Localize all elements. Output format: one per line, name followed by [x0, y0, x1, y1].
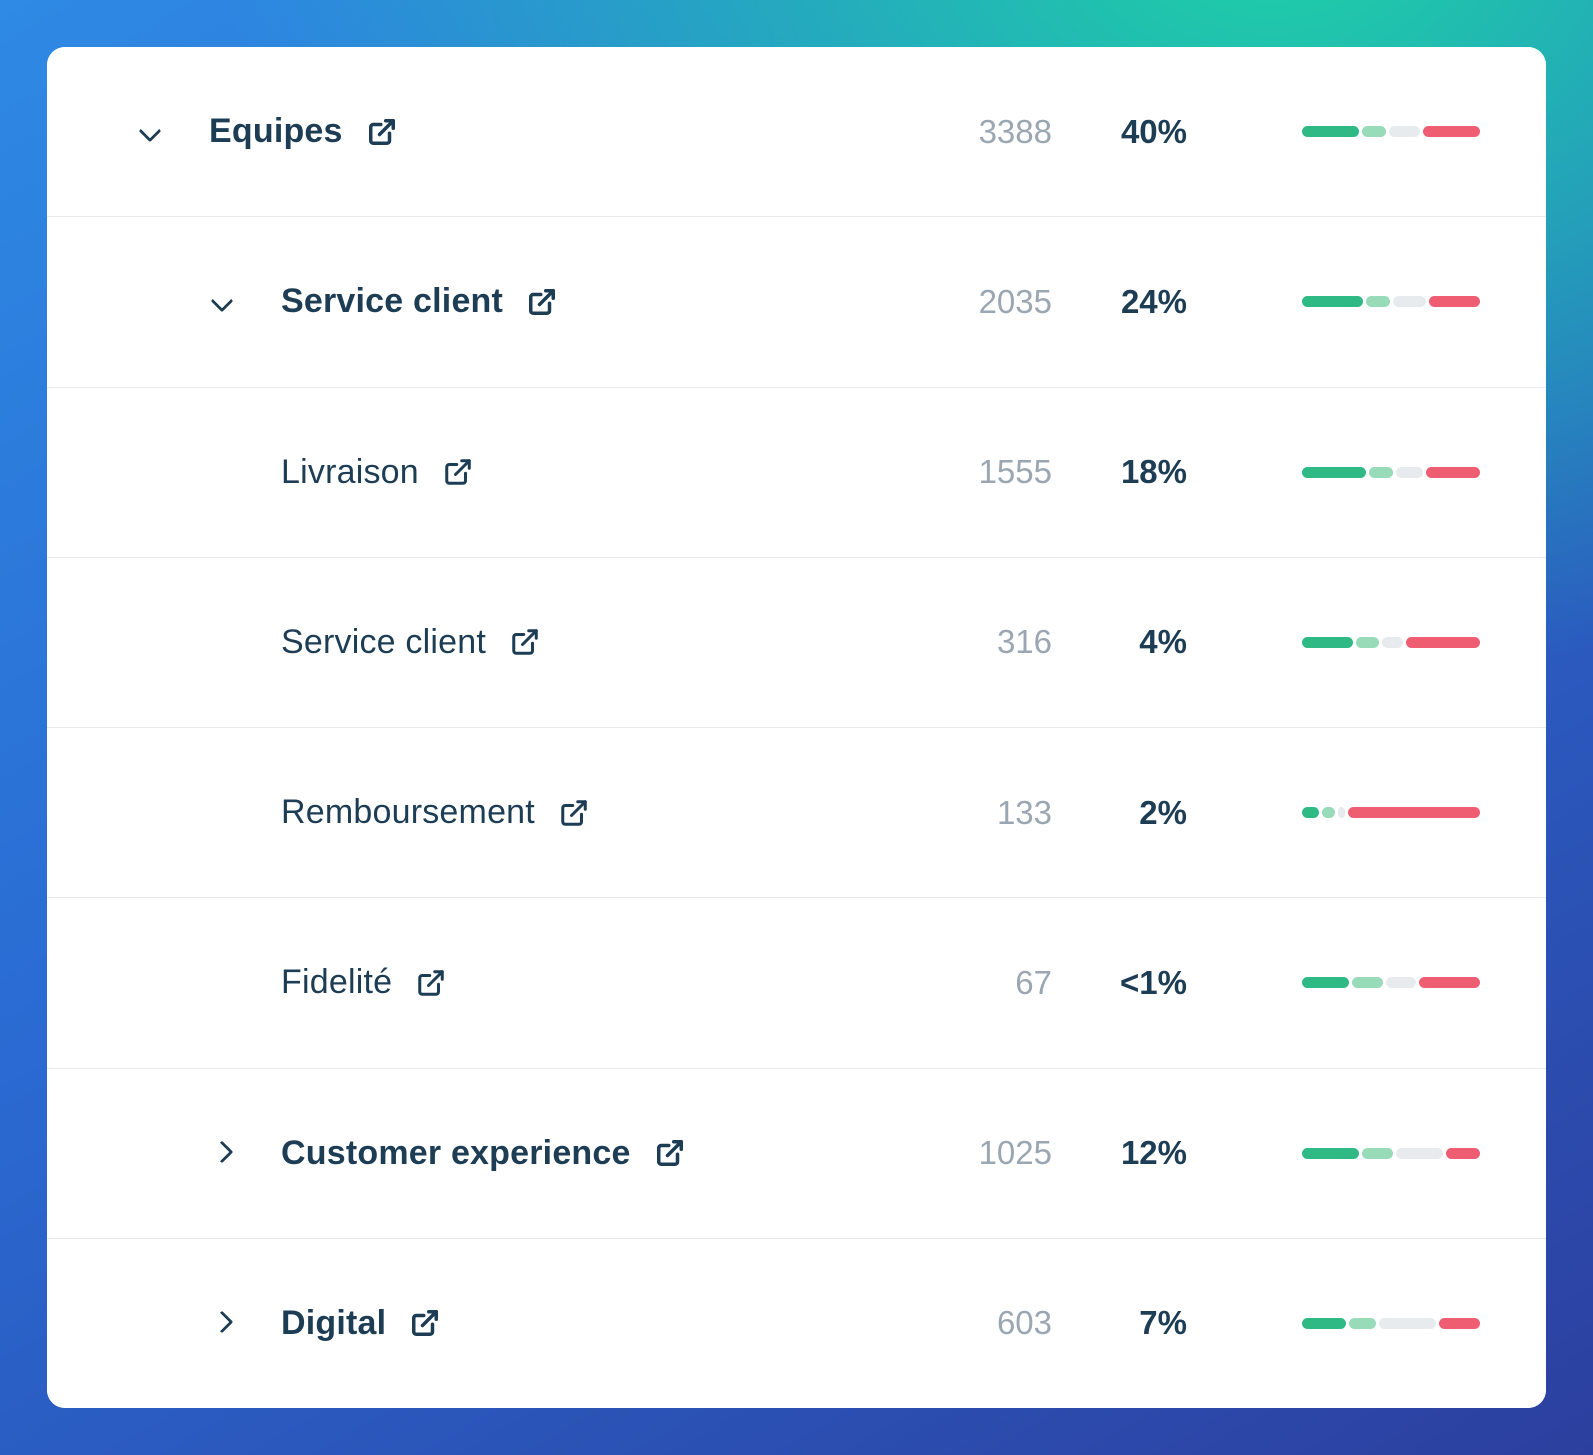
sentiment-bar [1302, 1317, 1480, 1329]
chevron-right-icon[interactable] [207, 1307, 239, 1339]
percent-value: 4% [1139, 623, 1187, 661]
percent-value: <1% [1120, 963, 1187, 1001]
external-link-icon[interactable] [655, 1138, 685, 1168]
table-row[interactable]: Equipes 3388 40% [47, 47, 1546, 218]
table-row[interactable]: Customer experience 1025 12% [47, 1068, 1546, 1239]
table-row[interactable]: Service client 316 4% [47, 557, 1546, 728]
mention-count: 133 [996, 793, 1052, 831]
chevron-down-icon[interactable] [207, 286, 239, 318]
external-link-icon[interactable] [510, 627, 540, 657]
mention-count: 3388 [978, 112, 1052, 150]
mention-count: 316 [996, 623, 1052, 661]
category-label: Livraison [281, 452, 419, 491]
chevron-down-icon[interactable] [135, 116, 167, 148]
external-link-icon[interactable] [527, 287, 557, 317]
mention-count: 1025 [978, 1134, 1052, 1172]
mention-count: 2035 [978, 282, 1052, 320]
mention-count: 1555 [978, 453, 1052, 491]
sentiment-bar [1302, 977, 1480, 989]
mention-count: 603 [996, 1304, 1052, 1342]
category-label: Fidelité [281, 963, 393, 1002]
percent-value: 2% [1139, 793, 1187, 831]
category-label: Service client [281, 282, 504, 321]
sentiment-bar [1302, 807, 1480, 819]
percent-value: 24% [1120, 282, 1187, 320]
sentiment-bar [1302, 466, 1480, 478]
table-row[interactable]: Livraison 1555 18% [47, 387, 1546, 558]
table-row[interactable]: Digital 603 7% [47, 1238, 1546, 1408]
category-label: Remboursement [281, 793, 535, 832]
mention-count: 67 [1015, 963, 1052, 1001]
category-label: Service client [281, 622, 486, 661]
sentiment-bar [1302, 296, 1480, 308]
external-link-icon[interactable] [367, 117, 397, 147]
category-label: Customer experience [281, 1133, 631, 1172]
chevron-right-icon[interactable] [207, 1137, 239, 1169]
external-link-icon[interactable] [410, 1308, 440, 1338]
topics-table-card: Equipes 3388 40% Service client 2035 24%… [47, 47, 1546, 1408]
percent-value: 7% [1139, 1304, 1187, 1342]
percent-value: 12% [1120, 1134, 1187, 1172]
table-row[interactable]: Remboursement 133 2% [47, 728, 1546, 899]
category-label: Digital [281, 1303, 387, 1342]
sentiment-bar [1302, 126, 1481, 138]
category-label: Equipes [209, 112, 343, 151]
sentiment-bar [1302, 636, 1480, 648]
external-link-icon[interactable] [559, 798, 589, 828]
percent-value: 18% [1120, 453, 1187, 491]
percent-value: 40% [1120, 112, 1187, 150]
table-row[interactable]: Fidelité 67 <1% [47, 898, 1546, 1069]
table-row[interactable]: Service client 2035 24% [47, 217, 1546, 388]
sentiment-bar [1302, 1147, 1480, 1159]
external-link-icon[interactable] [416, 968, 446, 998]
external-link-icon[interactable] [443, 457, 473, 487]
